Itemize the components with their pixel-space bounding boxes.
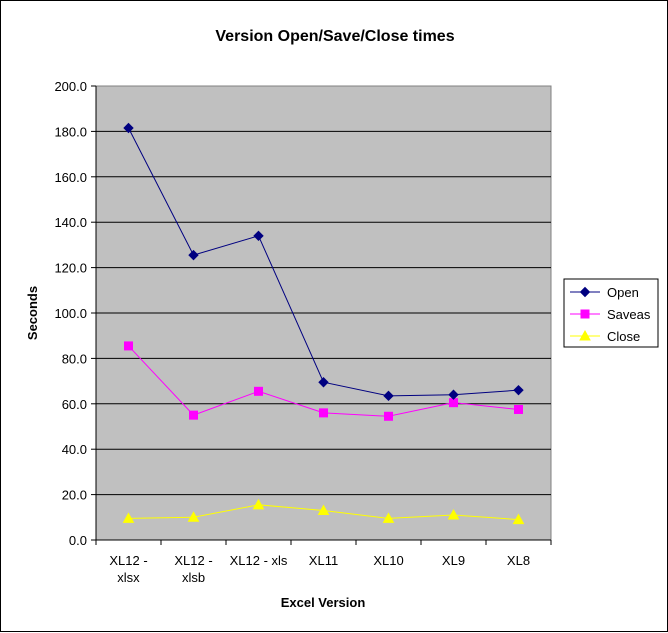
- data-point-saveas: [384, 411, 393, 421]
- y-tick-label: 40.0: [62, 442, 87, 457]
- series-layer: [122, 122, 525, 525]
- y-tick-label: 20.0: [62, 488, 87, 503]
- y-tick-label: 60.0: [62, 397, 87, 412]
- data-point-saveas: [254, 386, 263, 396]
- legend-label: Close: [607, 329, 640, 344]
- series-open: [123, 122, 524, 402]
- x-tick-label: XL10: [373, 553, 403, 568]
- y-tick-label: 120.0: [54, 261, 87, 276]
- legend-item-saveas: Saveas: [570, 307, 651, 322]
- data-point-open: [253, 230, 264, 242]
- legend: Open Saveas Close: [563, 278, 659, 348]
- data-point-open: [448, 389, 459, 400]
- x-tick-label: XL12 -xlsx: [109, 553, 147, 585]
- axes: [91, 85, 552, 545]
- legend-item-close: Close: [570, 329, 640, 344]
- data-point-close: [512, 513, 525, 525]
- data-point-close: [447, 509, 460, 520]
- data-point-open: [383, 390, 394, 402]
- legend-marker: [579, 329, 591, 341]
- series-saveas: [124, 341, 523, 421]
- data-point-saveas: [124, 341, 133, 351]
- x-axis-title: Excel Version: [281, 595, 366, 610]
- chart-title: Version Open/Save/Close times: [215, 28, 454, 45]
- data-point-close: [317, 504, 330, 515]
- y-tick-labels: 0.0 20.0 40.0 60.0 80.0 100.0 120.0 140.0 160.0 1…: [54, 79, 87, 548]
- y-tick-label: 0.0: [69, 533, 87, 548]
- y-axis-title: Seconds: [25, 286, 40, 340]
- gridlines: [96, 130, 551, 496]
- data-point-saveas: [189, 410, 198, 420]
- legend-label: Saveas: [607, 307, 651, 322]
- data-point-open: [513, 384, 524, 396]
- data-point-saveas: [319, 408, 328, 418]
- y-tick-label: 100.0: [54, 306, 87, 321]
- data-point-saveas: [514, 404, 523, 414]
- x-tick-labels: XL12 -xlsx XL12 -xlsb XL12 - xls XL11 XL10 XL…: [109, 553, 530, 585]
- y-tick-label: 160.0: [54, 170, 87, 185]
- data-point-close: [187, 511, 200, 522]
- x-tick-label: XL9: [442, 553, 465, 568]
- y-tick-label: 180.0: [54, 124, 87, 139]
- data-point-close: [122, 512, 135, 523]
- x-tick-label: XL8: [507, 553, 530, 568]
- data-point-close: [382, 512, 395, 523]
- series-close: [122, 498, 525, 525]
- x-tick-label: XL12 - xls: [230, 553, 288, 568]
- legend-marker: [580, 309, 590, 319]
- legend-label: Open: [607, 285, 639, 300]
- data-point-open: [318, 377, 329, 388]
- legend-item-open: Open: [570, 285, 639, 300]
- y-tick-label: 140.0: [54, 215, 87, 230]
- data-point-close: [252, 498, 265, 510]
- data-point-open: [188, 249, 199, 261]
- y-tick-label: 200.0: [54, 79, 87, 94]
- y-tick-label: 80.0: [62, 351, 87, 366]
- legend-marker: [579, 286, 591, 298]
- data-point-open: [123, 122, 134, 134]
- x-tick-label: XL11: [309, 553, 338, 568]
- x-tick-label: XL12 -xlsb: [174, 553, 212, 585]
